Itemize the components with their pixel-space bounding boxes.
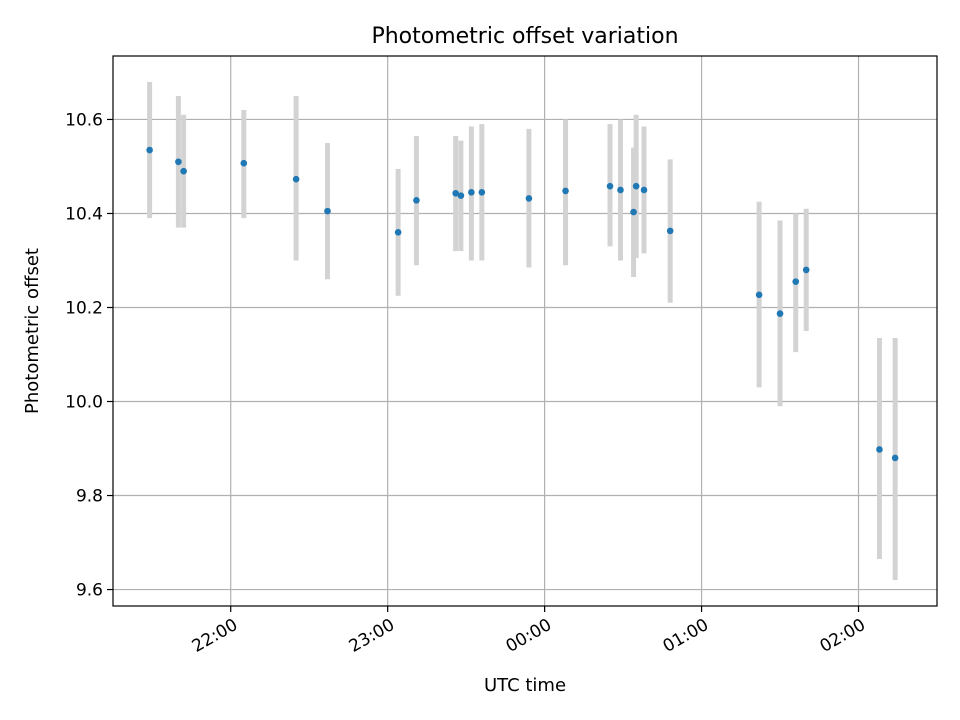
data-point [452,189,459,197]
x-axis-label: UTC time [484,675,566,696]
data-point [640,186,648,194]
data-point [478,189,486,196]
y-tick-label: 9.8 [76,487,103,507]
x-tick-label: 01:00 [660,615,712,657]
data-point [525,195,533,202]
y-tick-label: 10.6 [65,110,103,130]
data-point [394,228,402,236]
chart-title: Photometric offset variation [371,24,678,49]
data-point [180,167,187,175]
plot-frame [112,55,938,607]
data-point [876,446,883,453]
point-layer [146,146,899,462]
y-tick-label: 9.6 [76,581,103,601]
y-tick-label: 10.2 [65,298,103,318]
data-point [755,291,763,299]
data-point [175,158,182,166]
data-point [630,208,637,216]
data-point [792,278,800,285]
data-point [413,197,420,204]
data-point [240,159,248,167]
grid-layer [113,56,937,606]
data-point [292,175,300,183]
x-tick-label: 23:00 [346,615,398,657]
data-point [802,266,810,274]
data-point [457,192,465,199]
data-point [666,227,674,235]
data-point [632,182,640,190]
data-point [776,310,784,317]
y-axis-label: Photometric offset [22,248,43,414]
data-point [891,454,899,462]
data-point [324,207,331,215]
y-tick-label: 10.0 [65,393,103,413]
data-point [562,187,569,195]
x-tick-label: 02:00 [817,615,869,657]
y-tick-label: 10.4 [65,204,103,224]
data-point [468,189,475,196]
errorbar-layer [147,81,898,581]
data-point [617,186,624,194]
x-tick-label: 22:00 [189,615,241,657]
data-point [146,146,153,154]
data-point [606,182,614,190]
x-tick-label: 00:00 [503,615,555,657]
